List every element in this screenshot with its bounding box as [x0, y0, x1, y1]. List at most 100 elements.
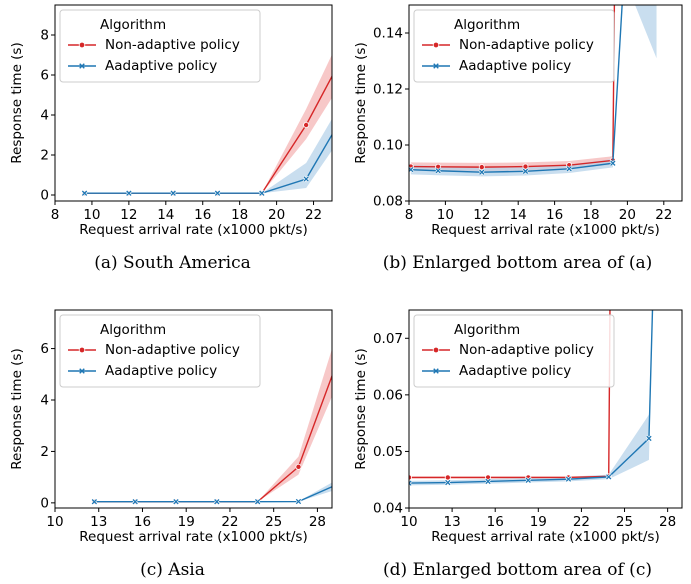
x-tick-label: 28 — [309, 514, 326, 530]
data-point — [522, 163, 529, 170]
legend-entry-0: Non-adaptive policy — [459, 37, 594, 53]
chart-panel-0: 8 10 12 14 16 18 20 22 0 2 4 6 8 Request arrival rate… — [9, 4, 333, 238]
y-tick-label: 0.07 — [373, 331, 403, 347]
y-tick-label: 6 — [40, 341, 49, 357]
x-tick-label: 18 — [582, 207, 599, 223]
data-point — [444, 474, 451, 481]
x-tick-label: 22 — [305, 207, 322, 223]
legend-entry-1: Aadaptive policy — [105, 363, 217, 379]
caption-a: (a) South America — [94, 253, 251, 273]
legend-entry-0: Non-adaptive policy — [459, 342, 594, 358]
x-tick-label: 12 — [473, 207, 490, 223]
x-tick-label: 10 — [46, 514, 63, 530]
data-point-mark — [295, 498, 302, 505]
x-tick-label: 10 — [437, 207, 454, 223]
data-point-mark — [606, 474, 612, 480]
legend-marker-1 — [433, 368, 439, 374]
x-tick-label: 10 — [83, 207, 100, 223]
x-axis-label: Request arrival rate (x1000 pkt/s) — [79, 529, 307, 545]
axes-frame — [408, 4, 683, 202]
data-point — [295, 463, 302, 470]
data-point-mark — [173, 499, 179, 505]
legend-title: Algorithm — [100, 322, 166, 338]
legend-entry-0: Non-adaptive policy — [105, 342, 240, 358]
axes-frame — [54, 309, 333, 509]
legend-marker-0 — [78, 346, 86, 354]
legend: Algorithm Non-adaptive policy Aadaptive po… — [59, 314, 261, 388]
y-tick-label: 0.05 — [373, 444, 403, 460]
legend-entry-1: Aadaptive policy — [105, 58, 217, 74]
x-tick-label: 28 — [659, 514, 676, 530]
y-tick-label: 0 — [40, 495, 49, 511]
x-tick-label: 13 — [90, 514, 107, 530]
y-tick-label: 4 — [40, 108, 49, 124]
legend-marker-1 — [79, 368, 85, 374]
x-tick-label: 8 — [51, 207, 60, 223]
chart-panel-2: 10 13 16 19 22 25 28 0 2 4 6 Request arrival rate (… — [9, 309, 333, 545]
caption-c: (c) Asia — [140, 560, 205, 580]
legend: Algorithm Non-adaptive policy Aadaptive po… — [59, 9, 261, 83]
x-axis-label: Request arrival rate (x1000 pkt/s) — [431, 222, 659, 238]
plot-area — [91, 348, 332, 506]
data-point-mark — [522, 168, 529, 174]
data-point-mark — [170, 190, 176, 196]
y-axis-label: Response time (s) — [9, 42, 25, 164]
x-tick-label: 22 — [655, 207, 672, 223]
data-point-mark — [525, 477, 531, 483]
legend-entry-1: Aadaptive policy — [459, 58, 571, 74]
legend-title: Algorithm — [454, 322, 520, 338]
data-point-mark — [485, 478, 491, 485]
x-axis-label: Request arrival rate (x1000 pkt/s) — [79, 222, 307, 238]
caption-b: (b) Enlarged bottom area of (a) — [382, 253, 653, 273]
legend-entry-0: Non-adaptive policy — [105, 37, 240, 53]
x-tick-label: 18 — [231, 207, 248, 223]
legend-marker-0 — [78, 41, 86, 49]
data-point-mark — [565, 476, 572, 482]
plot-area — [409, 310, 654, 487]
axes-frame — [54, 4, 333, 202]
data-point-mark — [435, 168, 441, 174]
x-tick-label: 25 — [265, 514, 282, 530]
x-tick-label: 14 — [510, 207, 527, 223]
data-point-mark — [214, 190, 221, 196]
confidence-band-1 — [409, 310, 653, 486]
legend-marker-0 — [432, 346, 440, 354]
x-tick-label: 10 — [400, 514, 417, 530]
x-tick-label: 25 — [616, 514, 633, 530]
y-tick-label: 0.12 — [373, 82, 403, 98]
data-point-mark — [126, 190, 132, 196]
x-tick-label: 20 — [268, 207, 285, 223]
data-point-mark — [445, 479, 451, 486]
x-tick-label: 16 — [487, 514, 504, 530]
data-point-mark — [646, 435, 652, 442]
legend-title: Algorithm — [100, 17, 166, 33]
x-tick-label: 13 — [444, 514, 461, 530]
y-tick-label: 0 — [40, 188, 49, 204]
confidence-band-1 — [94, 482, 332, 502]
data-point-mark — [259, 190, 265, 196]
x-tick-label: 20 — [619, 207, 636, 223]
y-axis-label: Response time (s) — [9, 348, 25, 470]
x-axis-label: Request arrival rate (x1000 pkt/s) — [431, 529, 659, 545]
caption-d: (d) Enlarged bottom area of (c) — [383, 560, 652, 580]
x-tick-label: 19 — [530, 514, 547, 530]
data-point — [303, 122, 310, 129]
confidence-band-tail-1 — [612, 5, 657, 168]
y-tick-label: 2 — [40, 444, 49, 460]
legend-box — [413, 9, 615, 83]
x-tick-label: 19 — [178, 514, 195, 530]
x-tick-label: 8 — [405, 207, 414, 223]
x-tick-label: 16 — [134, 514, 151, 530]
x-tick-label: 12 — [120, 207, 137, 223]
y-tick-label: 0.10 — [373, 138, 403, 154]
data-point — [478, 164, 485, 171]
y-tick-label: 0.08 — [373, 194, 403, 210]
chart-panel-1: 8 10 12 14 16 18 20 22 0.08 0.10 0.12 0.14 Request a… — [353, 4, 683, 238]
legend: Algorithm Non-adaptive policy Aadaptive po… — [413, 314, 615, 388]
y-tick-label: 4 — [40, 393, 49, 409]
legend-box — [59, 314, 261, 388]
chart-panel-3: 10 13 16 19 22 25 28 0.04 0.05 0.06 0.07 Request ar… — [353, 309, 683, 545]
data-point-mark — [81, 190, 88, 196]
series-line-1 — [409, 310, 654, 484]
